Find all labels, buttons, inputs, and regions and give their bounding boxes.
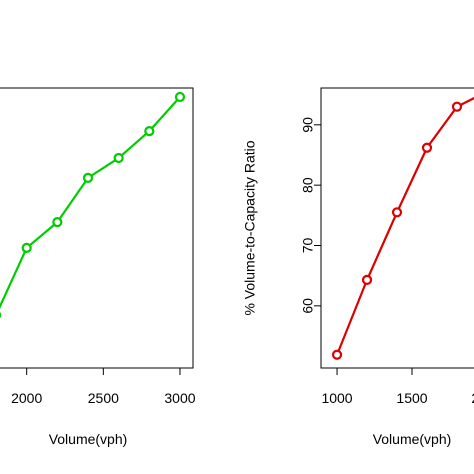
data-point	[331, 349, 343, 360]
y-tick-label: 60	[300, 298, 316, 314]
data-point	[421, 142, 433, 153]
y-tick-label: 80	[300, 177, 316, 193]
x-tick-label: 1000	[321, 390, 352, 406]
data-point	[391, 207, 403, 218]
x-axis-label: Volume(vph)	[373, 431, 452, 447]
data-point	[361, 274, 373, 285]
y-axis-label: % Volume-to-Capacity Ratio	[242, 140, 258, 315]
y-tick-label: 70	[300, 238, 316, 254]
data-point	[113, 152, 124, 164]
data-point	[21, 242, 32, 253]
x-tick-label: 3000	[164, 390, 195, 406]
x-tick-label: 1500	[396, 390, 427, 406]
data-line	[336, 96, 474, 356]
plot-box	[0, 87, 194, 369]
data-point	[82, 172, 94, 183]
data-point	[52, 217, 63, 228]
data-point	[451, 101, 463, 112]
x-tick-label: 2500	[88, 390, 119, 406]
data-point	[174, 91, 186, 103]
plot-box	[320, 87, 474, 369]
x-tick-label: 2000	[11, 390, 42, 406]
x-axis-label: Volume(vph)	[49, 431, 128, 447]
y-tick-label: 90	[300, 117, 316, 133]
data-point	[144, 126, 155, 137]
x-tick-label: 2000	[471, 390, 474, 406]
